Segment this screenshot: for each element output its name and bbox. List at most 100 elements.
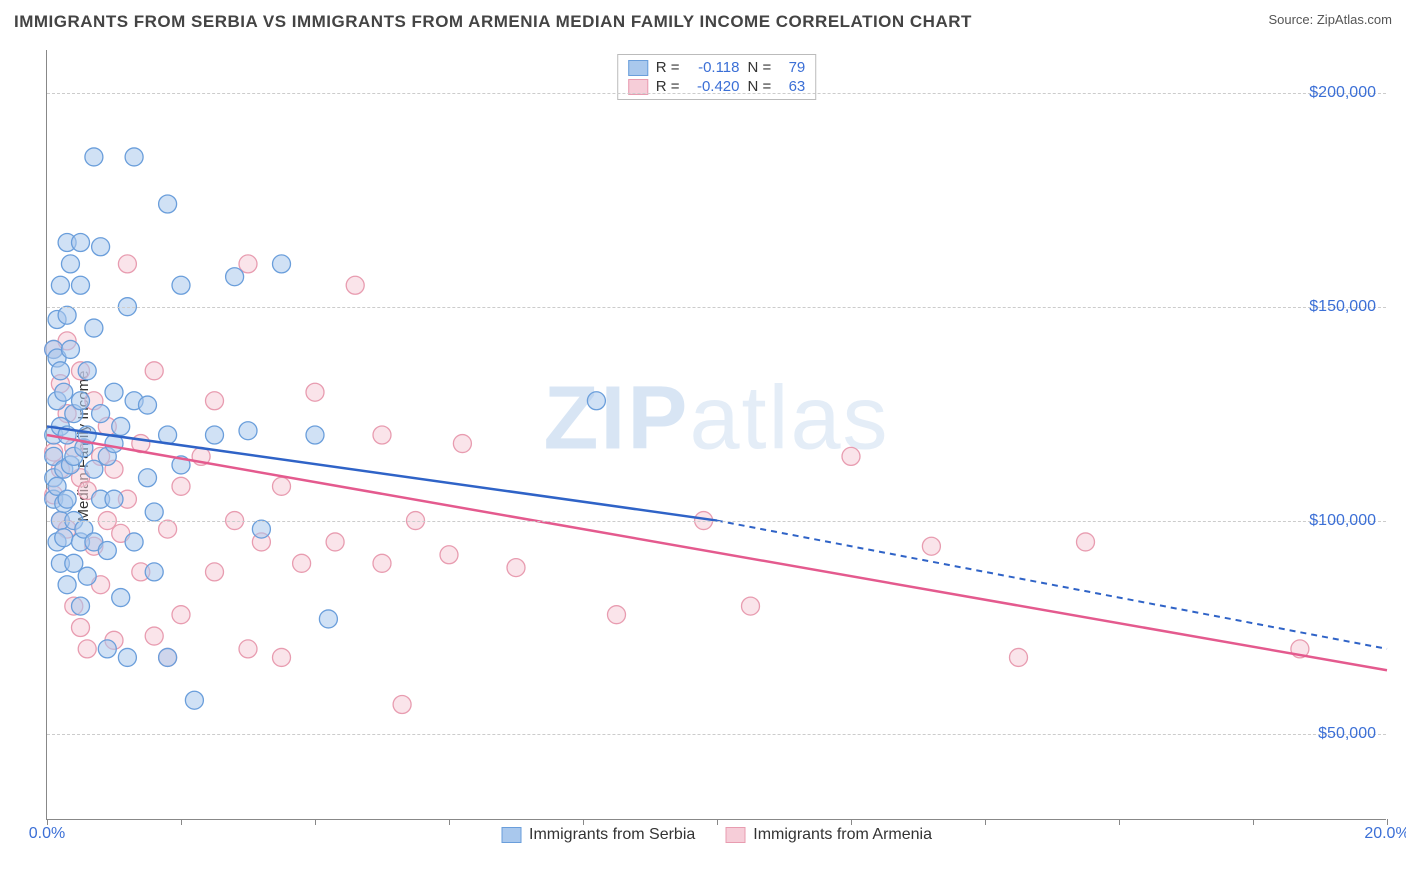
gridline — [47, 734, 1386, 735]
data-point — [139, 396, 157, 414]
data-point — [58, 306, 76, 324]
data-point — [61, 340, 79, 358]
data-point — [226, 268, 244, 286]
data-point — [319, 610, 337, 628]
data-point — [252, 520, 270, 538]
data-point — [587, 392, 605, 410]
trend-line-dashed — [717, 521, 1387, 649]
data-point — [112, 589, 130, 607]
data-point — [159, 195, 177, 213]
data-point — [61, 255, 79, 273]
x-tick — [985, 819, 986, 825]
legend-item: Immigrants from Serbia — [501, 826, 695, 844]
legend-swatch — [628, 60, 648, 76]
legend-swatch — [501, 827, 521, 843]
x-tick — [717, 819, 718, 825]
data-point — [172, 606, 190, 624]
data-point — [145, 362, 163, 380]
series-legend: Immigrants from Serbia Immigrants from Ar… — [501, 826, 932, 844]
stat-r-label: R = — [656, 59, 680, 76]
gridline — [47, 93, 1386, 94]
stat-r-value: -0.118 — [688, 59, 740, 76]
data-point — [306, 426, 324, 444]
data-point — [608, 606, 626, 624]
data-point — [206, 563, 224, 581]
legend-swatch — [725, 827, 745, 843]
data-point — [1077, 533, 1095, 551]
data-point — [239, 422, 257, 440]
chart-title: IMMIGRANTS FROM SERBIA VS IMMIGRANTS FRO… — [14, 12, 972, 32]
data-point — [78, 362, 96, 380]
data-point — [72, 392, 90, 410]
data-point — [159, 648, 177, 666]
data-point — [112, 417, 130, 435]
x-tick-label: 20.0% — [1364, 825, 1406, 843]
x-tick — [1119, 819, 1120, 825]
data-point — [922, 537, 940, 555]
data-point — [742, 597, 760, 615]
data-point — [58, 490, 76, 508]
data-point — [326, 533, 344, 551]
gridline — [47, 521, 1386, 522]
data-point — [78, 567, 96, 585]
data-point — [85, 148, 103, 166]
data-point — [85, 319, 103, 337]
data-point — [92, 405, 110, 423]
data-point — [118, 255, 136, 273]
data-point — [507, 559, 525, 577]
data-point — [440, 546, 458, 564]
data-point — [125, 533, 143, 551]
data-point — [373, 554, 391, 572]
stat-n-label: N = — [748, 59, 772, 76]
data-point — [159, 520, 177, 538]
data-point — [92, 238, 110, 256]
data-point — [273, 648, 291, 666]
stats-row: R = -0.118 N = 79 — [628, 59, 806, 76]
data-point — [72, 597, 90, 615]
data-point — [145, 503, 163, 521]
data-point — [172, 477, 190, 495]
x-tick — [449, 819, 450, 825]
data-point — [98, 640, 116, 658]
legend-label: Immigrants from Armenia — [753, 826, 932, 844]
data-point — [55, 529, 73, 547]
x-tick — [1253, 819, 1254, 825]
legend-item: Immigrants from Armenia — [725, 826, 932, 844]
data-point — [72, 234, 90, 252]
data-point — [273, 477, 291, 495]
stat-n-value: 79 — [779, 59, 805, 76]
source-label: Source: — [1268, 12, 1316, 27]
data-point — [206, 392, 224, 410]
y-tick-label: $50,000 — [1318, 725, 1376, 743]
x-tick — [315, 819, 316, 825]
data-point — [125, 148, 143, 166]
chart-source: Source: ZipAtlas.com — [1268, 12, 1392, 27]
trend-line — [47, 435, 1387, 670]
data-point — [139, 469, 157, 487]
chart-svg — [47, 50, 1386, 819]
data-point — [98, 542, 116, 560]
data-point — [118, 648, 136, 666]
gridline — [47, 307, 1386, 308]
data-point — [145, 627, 163, 645]
data-point — [1010, 648, 1028, 666]
plot-area: ZIPatlas R =-0.118N =79R =-0.420N =63 Im… — [46, 50, 1386, 820]
data-point — [172, 276, 190, 294]
x-tick — [851, 819, 852, 825]
data-point — [373, 426, 391, 444]
data-point — [393, 696, 411, 714]
data-point — [72, 619, 90, 637]
data-point — [206, 426, 224, 444]
y-tick-label: $100,000 — [1309, 512, 1376, 530]
data-point — [185, 691, 203, 709]
data-point — [78, 640, 96, 658]
data-point — [273, 255, 291, 273]
data-point — [72, 276, 90, 294]
data-point — [346, 276, 364, 294]
x-tick-label: 0.0% — [29, 825, 65, 843]
data-point — [51, 276, 69, 294]
data-point — [55, 383, 73, 401]
data-point — [58, 576, 76, 594]
data-point — [239, 640, 257, 658]
data-point — [105, 490, 123, 508]
